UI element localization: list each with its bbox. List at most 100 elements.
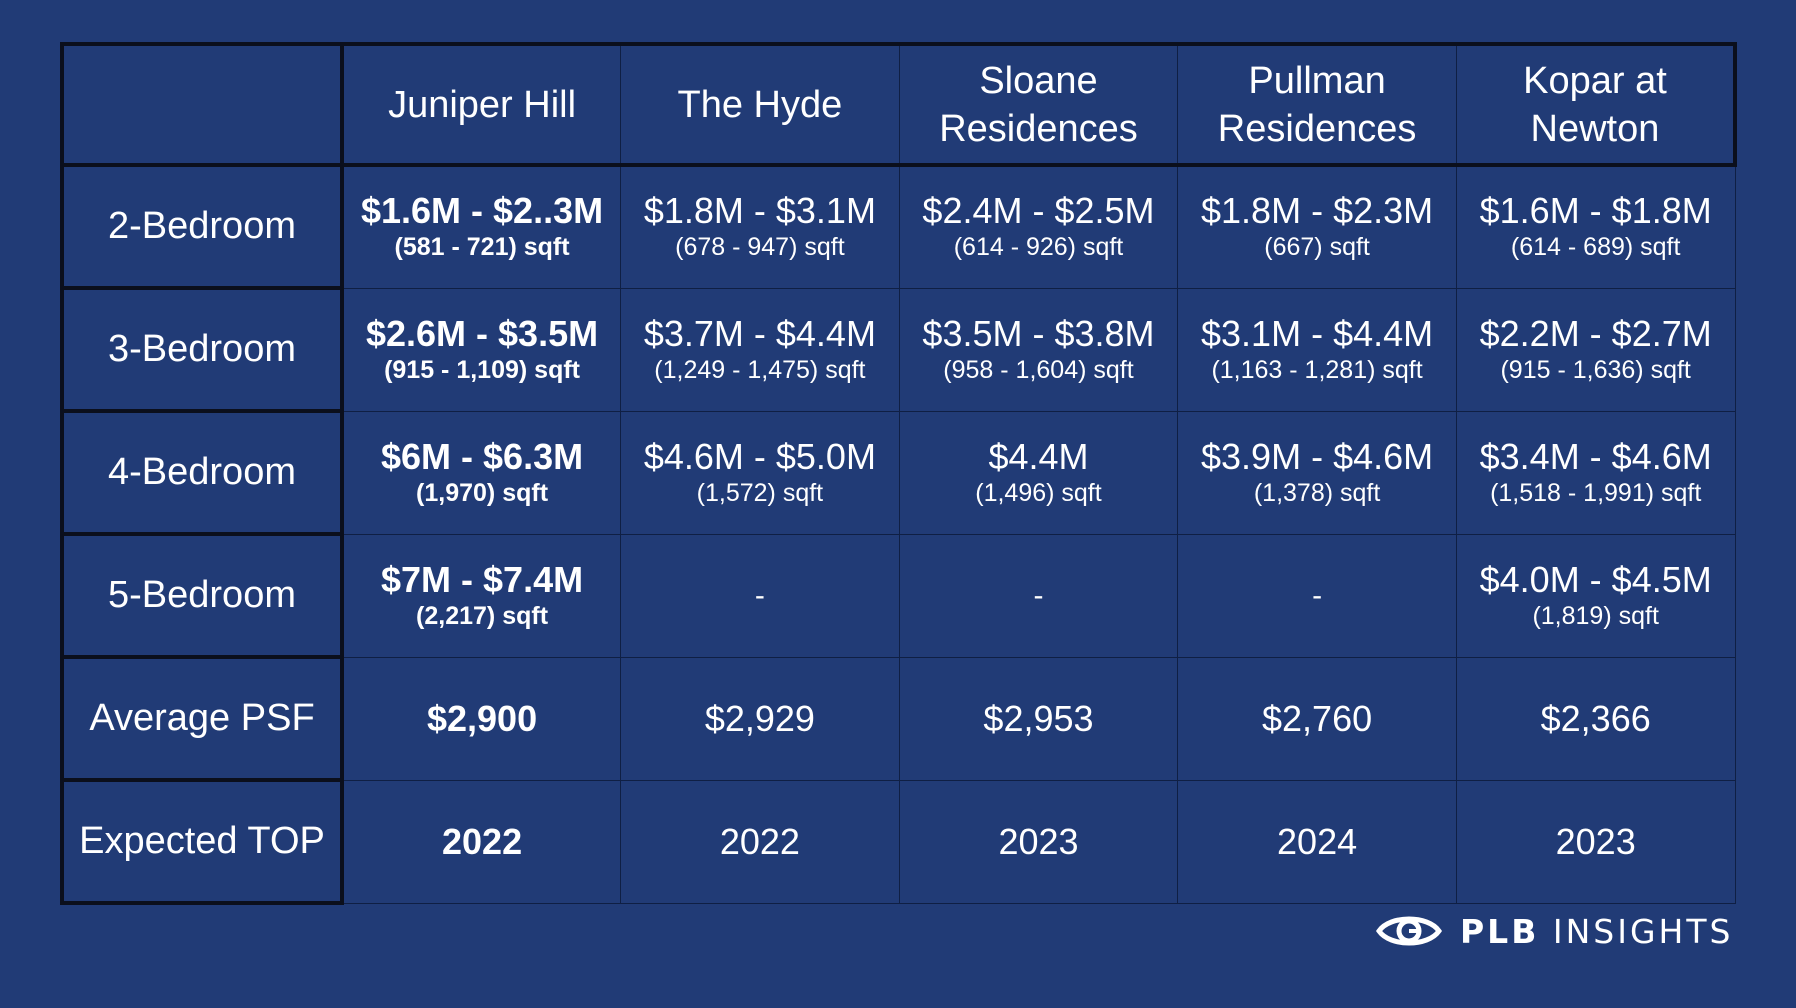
- table-cell: $2,366: [1455, 656, 1736, 781]
- table-cell: $4.0M - $4.5M (1,819) sqft: [1455, 533, 1736, 658]
- brand-name-light: INSIGHTS: [1552, 911, 1734, 951]
- unit-size: (1,163 - 1,281) sqft: [1211, 355, 1423, 384]
- table-cell: -: [898, 533, 1179, 658]
- price-range: $1.6M - $1.8M: [1479, 190, 1712, 232]
- column-header: Kopar at Newton: [1455, 42, 1737, 167]
- column-header: Juniper Hill: [341, 42, 622, 167]
- table-cell: 2022: [341, 779, 622, 904]
- price-range: $2.4M - $2.5M: [922, 190, 1155, 232]
- table-cell: -: [1177, 533, 1457, 658]
- unit-size: (678 - 947) sqft: [675, 233, 845, 262]
- table-cell: $4.4M (1,496) sqft: [898, 410, 1179, 535]
- empty-value: -: [754, 578, 765, 612]
- price-range: $4.4M: [988, 435, 1089, 477]
- comparison-table-container: Juniper Hill The Hyde Sloane Residences Pull…: [60, 42, 1737, 905]
- column-header-line: Newton: [1530, 107, 1660, 150]
- column-header: The Hyde: [620, 42, 900, 167]
- price-range: $6M - $6.3M: [381, 435, 584, 477]
- table-cell: $3.9M - $4.6M (1,378) sqft: [1177, 410, 1457, 535]
- table-cell: $2.2M - $2.7M (915 - 1,636) sqft: [1455, 287, 1736, 412]
- header-row: Juniper Hill The Hyde Sloane Residences Pull…: [60, 42, 1737, 167]
- table-cell: -: [620, 533, 900, 658]
- unit-size: (614 - 926) sqft: [953, 233, 1124, 262]
- unit-size: (1,970) sqft: [416, 478, 549, 507]
- price-range: $2.2M - $2.7M: [1479, 312, 1712, 354]
- price-range: $3.4M - $4.6M: [1479, 435, 1712, 477]
- row-label: 2-Bedroom: [60, 164, 344, 290]
- empty-value: -: [1033, 578, 1044, 612]
- cell-value: 2022: [442, 820, 523, 862]
- table-row: 4-Bedroom $6M - $6.3M (1,970) sqft $4.6M - …: [60, 410, 1736, 536]
- unit-size: (958 - 1,604) sqft: [943, 355, 1134, 384]
- cell-value: $2,929: [704, 697, 815, 739]
- table-cell: $4.6M - $5.0M (1,572) sqft: [620, 410, 900, 535]
- brand-name: PLB INSIGHTS: [1460, 912, 1733, 951]
- unit-size: (1,518 - 1,991) sqft: [1490, 478, 1702, 507]
- unit-size: (2,217) sqft: [416, 601, 549, 630]
- cell-value: 2023: [1555, 820, 1636, 862]
- table-cell: $1.6M - $1.8M (614 - 689) sqft: [1455, 164, 1736, 289]
- unit-size: (1,819) sqft: [1532, 601, 1659, 630]
- cell-value: 2024: [1277, 820, 1358, 862]
- price-range: $1.8M - $2.3M: [1201, 190, 1434, 232]
- eye-icon: [1376, 909, 1442, 953]
- table-cell: $2,953: [898, 656, 1179, 781]
- unit-size: (1,496) sqft: [975, 478, 1102, 507]
- column-header-line: Kopar at: [1523, 59, 1667, 102]
- table-cell: $2,929: [620, 656, 900, 781]
- row-label: Average PSF: [60, 656, 344, 782]
- table-cell: 2023: [898, 779, 1179, 904]
- corner-cell: [60, 42, 344, 167]
- table-cell: $2.4M - $2.5M (614 - 926) sqft: [898, 164, 1179, 289]
- table-cell: 2024: [1177, 779, 1457, 904]
- column-header-line: Juniper Hill: [388, 83, 577, 126]
- cell-value: $2,900: [426, 697, 538, 739]
- unit-size: (667) sqft: [1264, 233, 1370, 262]
- comparison-table: Juniper Hill The Hyde Sloane Residences Pull…: [60, 42, 1737, 905]
- brand-name-bold: PLB: [1460, 911, 1540, 951]
- table-row: 3-Bedroom $2.6M - $3.5M (915 - 1,109) sqft…: [60, 287, 1736, 413]
- cell-value: 2023: [998, 820, 1079, 862]
- table-row: Average PSF $2,900 $2,929 $2,953 $2,760 $2,36…: [60, 656, 1736, 782]
- column-header-line: Residences: [939, 107, 1138, 150]
- price-range: $3.1M - $4.4M: [1201, 312, 1434, 354]
- column-header-line: Residences: [1217, 107, 1417, 150]
- column-header-line: Sloane: [979, 59, 1098, 102]
- column-header: Sloane Residences: [898, 42, 1179, 167]
- table-row: Expected TOP 2022 2022 2023 2024 2023: [60, 779, 1736, 905]
- cell-value: $2,366: [1540, 697, 1651, 739]
- table-cell: $3.4M - $4.6M (1,518 - 1,991) sqft: [1455, 410, 1736, 535]
- table-cell: 2023: [1455, 779, 1736, 904]
- row-label: 5-Bedroom: [60, 533, 344, 659]
- unit-size: (581 - 721) sqft: [394, 233, 570, 262]
- table-cell: $1.6M - $2..3M (581 - 721) sqft: [341, 164, 622, 289]
- price-range: $2.6M - $3.5M: [365, 312, 599, 354]
- table-cell: $6M - $6.3M (1,970) sqft: [341, 410, 622, 535]
- brand-logo: PLB INSIGHTS: [1376, 905, 1733, 957]
- table-cell: $7M - $7.4M (2,217) sqft: [341, 533, 622, 658]
- cell-value: $2,953: [983, 697, 1094, 739]
- table-cell: $2,760: [1177, 656, 1457, 781]
- row-label: Expected TOP: [60, 779, 344, 905]
- table-cell: $2.6M - $3.5M (915 - 1,109) sqft: [341, 287, 622, 412]
- unit-size: (1,572) sqft: [696, 478, 824, 507]
- price-range: $7M - $7.4M: [381, 558, 584, 600]
- column-header: Pullman Residences: [1177, 42, 1457, 167]
- price-range: $4.0M - $4.5M: [1479, 558, 1712, 600]
- table-cell: $3.1M - $4.4M (1,163 - 1,281) sqft: [1177, 287, 1457, 412]
- price-range: $1.8M - $3.1M: [643, 190, 876, 232]
- table-cell: $3.5M - $3.8M (958 - 1,604) sqft: [898, 287, 1179, 412]
- empty-value: -: [1312, 578, 1323, 612]
- unit-size: (1,249 - 1,475) sqft: [654, 355, 866, 384]
- column-header-line: Pullman: [1248, 59, 1386, 102]
- price-range: $4.6M - $5.0M: [643, 435, 876, 477]
- table-cell: $1.8M - $2.3M (667) sqft: [1177, 164, 1457, 289]
- table-cell: $1.8M - $3.1M (678 - 947) sqft: [620, 164, 900, 289]
- table-row: 2-Bedroom $1.6M - $2..3M (581 - 721) sqft $…: [60, 164, 1736, 290]
- price-range: $3.5M - $3.8M: [922, 312, 1155, 354]
- table-cell: $3.7M - $4.4M (1,249 - 1,475) sqft: [620, 287, 900, 412]
- column-header-line: The Hyde: [677, 83, 843, 126]
- unit-size: (915 - 1,109) sqft: [384, 355, 580, 384]
- table-cell: 2022: [620, 779, 900, 904]
- unit-size: (614 - 689) sqft: [1510, 233, 1681, 262]
